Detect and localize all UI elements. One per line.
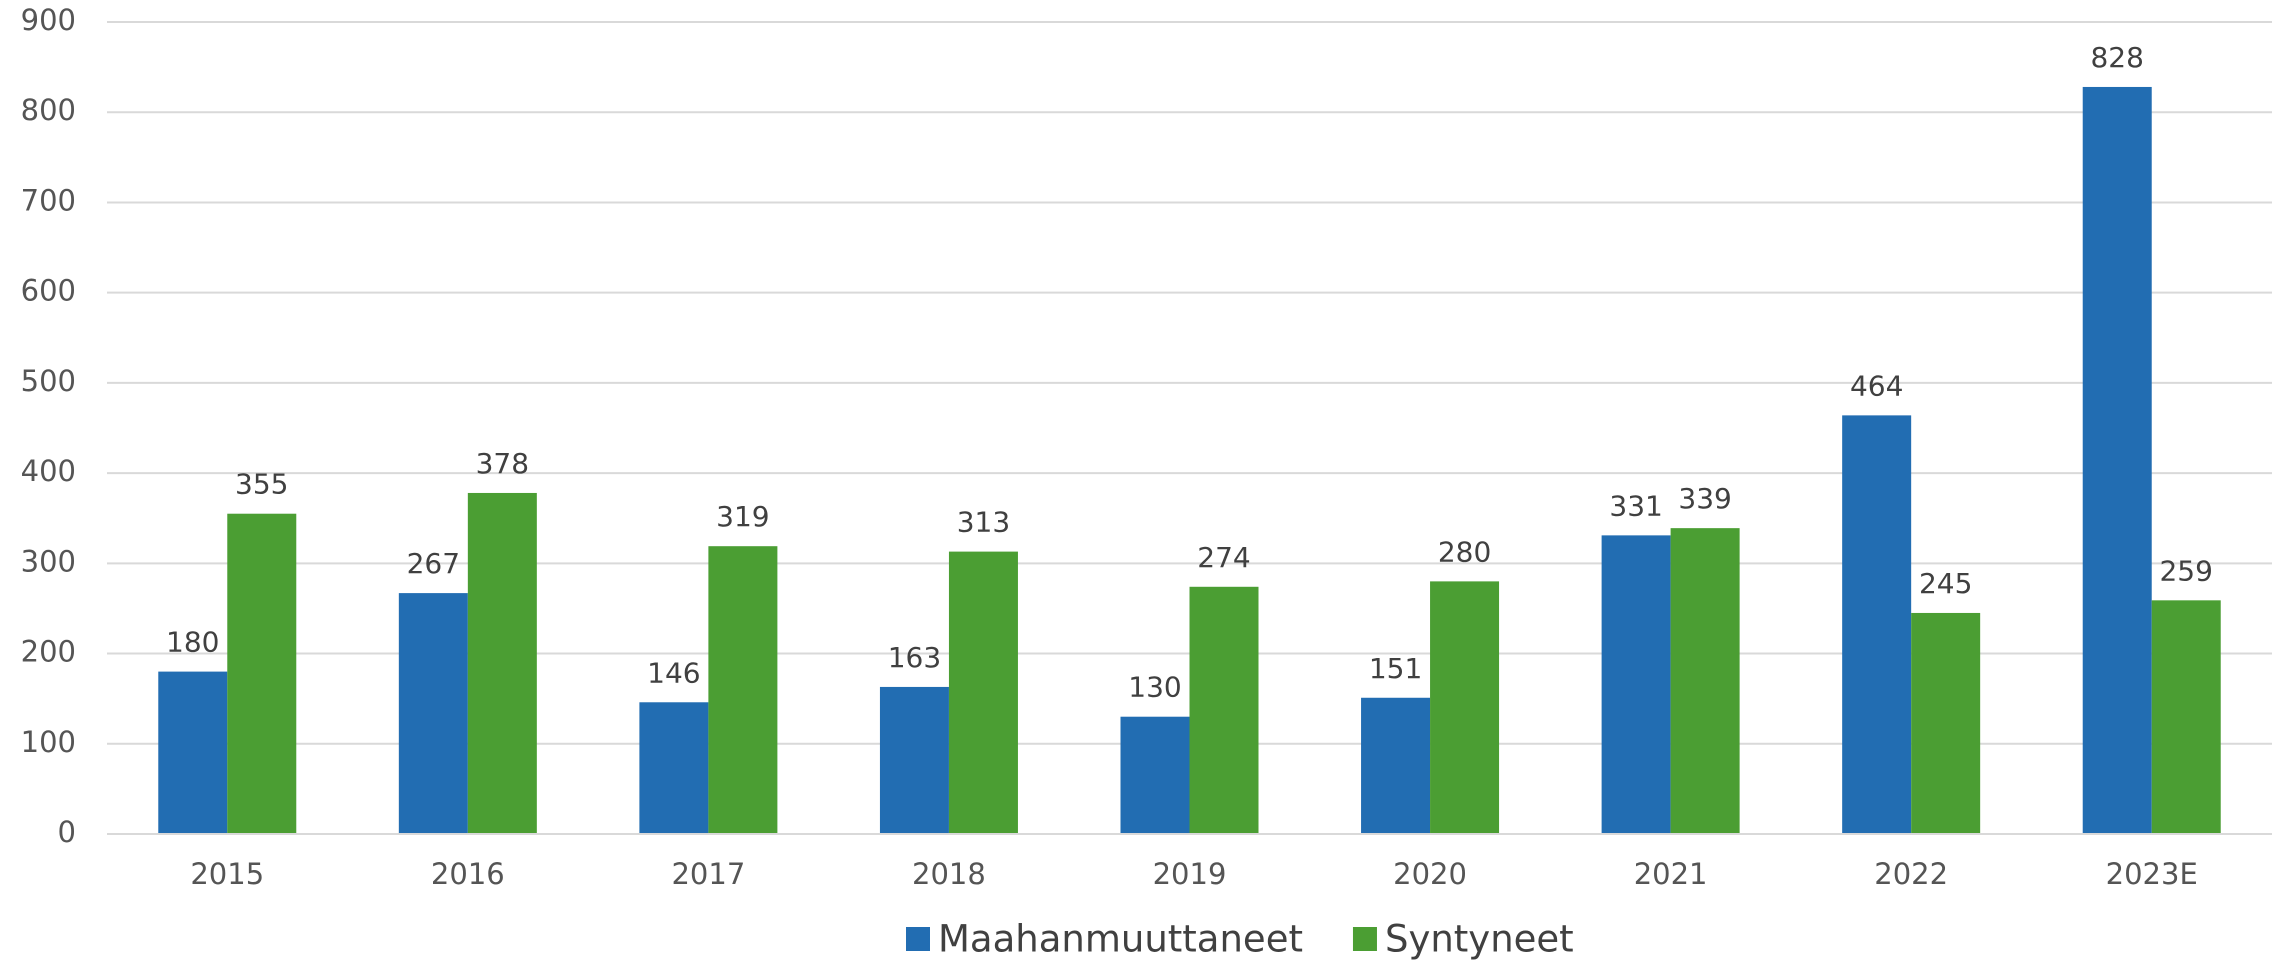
bar	[1670, 528, 1740, 834]
x-tick-label: 2023E	[2106, 857, 2198, 891]
bar	[2082, 86, 2152, 834]
bar	[1911, 612, 1981, 834]
bar	[879, 686, 949, 834]
legend-label: Syntyneet	[1385, 918, 1574, 961]
legend-label: Maahanmuuttaneet	[938, 918, 1303, 961]
bar	[708, 546, 778, 834]
bar	[398, 593, 468, 834]
y-tick-label: 200	[21, 635, 76, 669]
y-tick-label: 500	[21, 364, 76, 398]
bar	[639, 702, 709, 834]
legend-swatch	[1352, 927, 1377, 951]
data-label: 280	[1438, 535, 1491, 568]
data-label: 146	[647, 656, 700, 689]
data-label: 313	[957, 506, 1010, 539]
bar	[1430, 581, 1500, 834]
data-label: 274	[1197, 541, 1250, 574]
bar	[467, 492, 537, 834]
x-tick-label: 2022	[1874, 857, 1948, 891]
data-label: 355	[235, 468, 288, 501]
bar	[158, 671, 228, 834]
data-label: 180	[166, 626, 219, 659]
x-tick-label: 2019	[1153, 857, 1227, 891]
data-label: 464	[1850, 369, 1903, 402]
data-label: 130	[1128, 671, 1181, 704]
bar	[1361, 697, 1431, 834]
data-label: 319	[716, 500, 769, 533]
y-tick-label: 600	[21, 274, 76, 308]
y-tick-label: 400	[21, 454, 76, 488]
data-label: 331	[1609, 489, 1662, 522]
bar	[1601, 535, 1671, 834]
data-label: 378	[476, 447, 529, 480]
x-tick-label: 2015	[190, 857, 264, 891]
legend-swatch	[906, 927, 930, 951]
y-tick-label: 800	[21, 93, 76, 127]
bar	[227, 513, 297, 834]
y-tick-label: 100	[21, 725, 76, 759]
x-tick-label: 2021	[1634, 857, 1708, 891]
x-tick-label: 2020	[1393, 857, 1467, 891]
bar	[1189, 586, 1259, 834]
x-tick-label: 2017	[671, 857, 745, 891]
data-label: 151	[1369, 652, 1422, 685]
bar	[1842, 415, 1912, 834]
y-tick-label: 900	[21, 3, 76, 37]
data-label: 339	[1678, 482, 1731, 515]
data-label: 267	[407, 547, 460, 580]
x-tick-label: 2018	[912, 857, 986, 891]
bar	[948, 551, 1018, 834]
data-label: 828	[2090, 41, 2143, 74]
y-tick-label: 300	[21, 544, 76, 578]
bar	[2151, 600, 2221, 834]
y-tick-label: 700	[21, 183, 76, 217]
x-tick-label: 2016	[431, 857, 505, 891]
y-tick-label: 0	[58, 815, 76, 849]
bar	[1120, 716, 1190, 834]
data-label: 163	[888, 641, 941, 674]
data-label: 259	[2159, 554, 2212, 587]
data-label: 245	[1919, 567, 1972, 600]
